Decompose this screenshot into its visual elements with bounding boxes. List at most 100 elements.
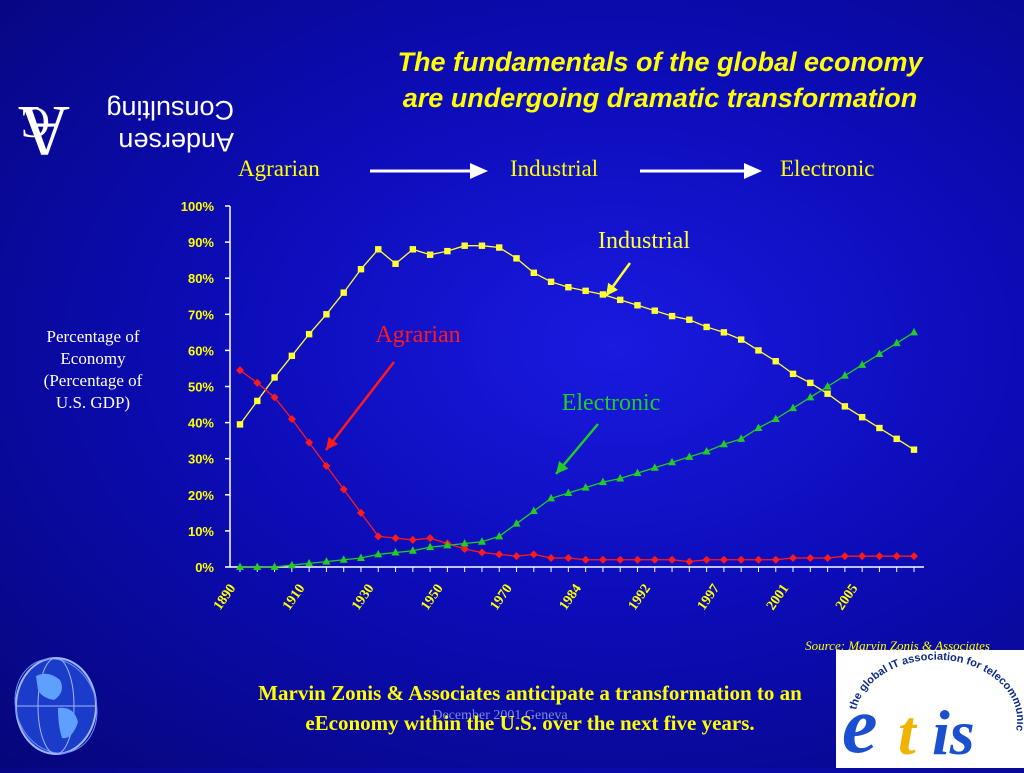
industrial-series-line [239, 245, 915, 451]
x-tick-label: 1984 [557, 582, 585, 614]
industrial-arrow-head [606, 282, 618, 296]
x-tick-label: 1992 [626, 582, 654, 614]
electronic-point [460, 539, 469, 547]
industrial-point [288, 352, 296, 360]
x-tick-label: 1890 [211, 582, 239, 614]
annotation-electronic: Electronic [562, 390, 661, 416]
electronic-point [789, 403, 798, 412]
industrial-point [478, 242, 486, 249]
agrarian-point [616, 555, 625, 564]
electronic-point [910, 327, 918, 336]
agrarian-point [253, 378, 262, 387]
industrial-point [755, 347, 762, 354]
industrial-point [496, 244, 503, 251]
industrial-point [651, 307, 658, 314]
industrial-point [841, 403, 849, 410]
industrial-point [236, 421, 244, 428]
agrarian-point [391, 534, 400, 543]
industrial-point [357, 265, 365, 273]
industrial-point [271, 374, 278, 381]
agrarian-point [892, 552, 901, 561]
agrarian-point [529, 550, 538, 559]
electronic-point [356, 553, 365, 561]
electronic-point [685, 452, 694, 460]
x-tick-label: 1910 [280, 582, 308, 614]
agrarian-arrow-head [326, 436, 339, 450]
etis-letter-t: t [898, 697, 918, 768]
agrarian-point [477, 548, 486, 557]
industrial-point [392, 260, 399, 267]
stage-electronic: Electronic [780, 156, 875, 181]
industrial-point [737, 336, 745, 343]
industrial-point [789, 370, 797, 378]
electronic-series-line [240, 331, 915, 568]
agrarian-point [840, 552, 849, 561]
source-note: Source: Marvin Zonis & Associates [805, 638, 990, 653]
industrial-point [720, 329, 728, 336]
electronic-point [426, 542, 435, 551]
electronic-point [858, 360, 867, 368]
electronic-point [598, 477, 607, 486]
industrial-point [323, 311, 330, 318]
stage-arrows [370, 163, 762, 179]
industrial-point [513, 255, 520, 262]
x-tick-label: 2001 [764, 582, 792, 614]
agrarian-point [685, 557, 694, 566]
conclusion-line-1: Marvin Zonis & Associates anticipate a t… [258, 681, 802, 705]
y-tick-label: 90% [188, 235, 214, 250]
conclusion-text: Marvin Zonis & Associates anticipate a t… [170, 678, 890, 738]
electronic-point [823, 382, 832, 390]
electronic-point [650, 463, 659, 471]
x-tick-label: 2005 [833, 582, 861, 614]
electronic-point [236, 562, 244, 570]
agrarian-point [702, 555, 711, 564]
agrarian-point [287, 414, 296, 423]
agrarian-point [754, 555, 763, 564]
y-tick-label: 0% [195, 560, 214, 575]
industrial-point [824, 390, 831, 397]
x-tick-label: 1950 [418, 582, 446, 614]
y-axis-label-line-3: (Percentage of [43, 371, 143, 390]
y-tick-label: 10% [188, 524, 214, 539]
stage-arrow-1-head [470, 163, 488, 179]
y-tick-label: 20% [188, 488, 214, 503]
industrial-point [634, 302, 641, 309]
y-tick-label: 50% [188, 380, 214, 395]
agrarian-point [771, 555, 780, 564]
electronic-point [754, 423, 763, 432]
industrial-point [582, 287, 589, 295]
electronic-point [305, 558, 314, 567]
industrial-point [703, 323, 710, 331]
agrarian-point [547, 553, 556, 562]
agrarian-point [650, 555, 659, 564]
y-axis-label-line-4: U.S. GDP) [55, 393, 131, 412]
agrarian-point [823, 553, 832, 562]
agrarian-point [581, 555, 590, 564]
title-line-2: are undergoing dramatic transformation [402, 83, 918, 113]
industrial-point [858, 413, 866, 421]
stage-industrial: Industrial [510, 156, 599, 181]
industrial-point [444, 247, 451, 255]
industrial-point [565, 284, 572, 291]
industrial-point [772, 358, 779, 365]
electronic-point [339, 555, 348, 563]
industrial-point [668, 312, 676, 320]
industrial-point [599, 291, 607, 298]
title-line-1: The fundamentals of the global economy [397, 47, 923, 77]
agrarian-point [737, 555, 746, 564]
annotation-agrarian: Agrarian [375, 322, 460, 348]
industrial-point [340, 289, 347, 296]
agrarian-point [598, 555, 607, 564]
electronic-point [391, 548, 400, 556]
electronic-point [616, 474, 625, 482]
etis-logo-graphic: the global IT association for telecommun… [833, 641, 1024, 770]
agrarian-series-line [239, 369, 914, 563]
industrial-point [461, 242, 468, 249]
industrial-point [910, 446, 918, 453]
etis-letter-e: e [842, 682, 878, 768]
y-tick-label: 80% [188, 271, 214, 286]
agrarian-arrow-line [325, 361, 395, 451]
agrarian-point [512, 552, 521, 561]
etis-logo: the global IT association for telecommun… [833, 641, 1024, 770]
